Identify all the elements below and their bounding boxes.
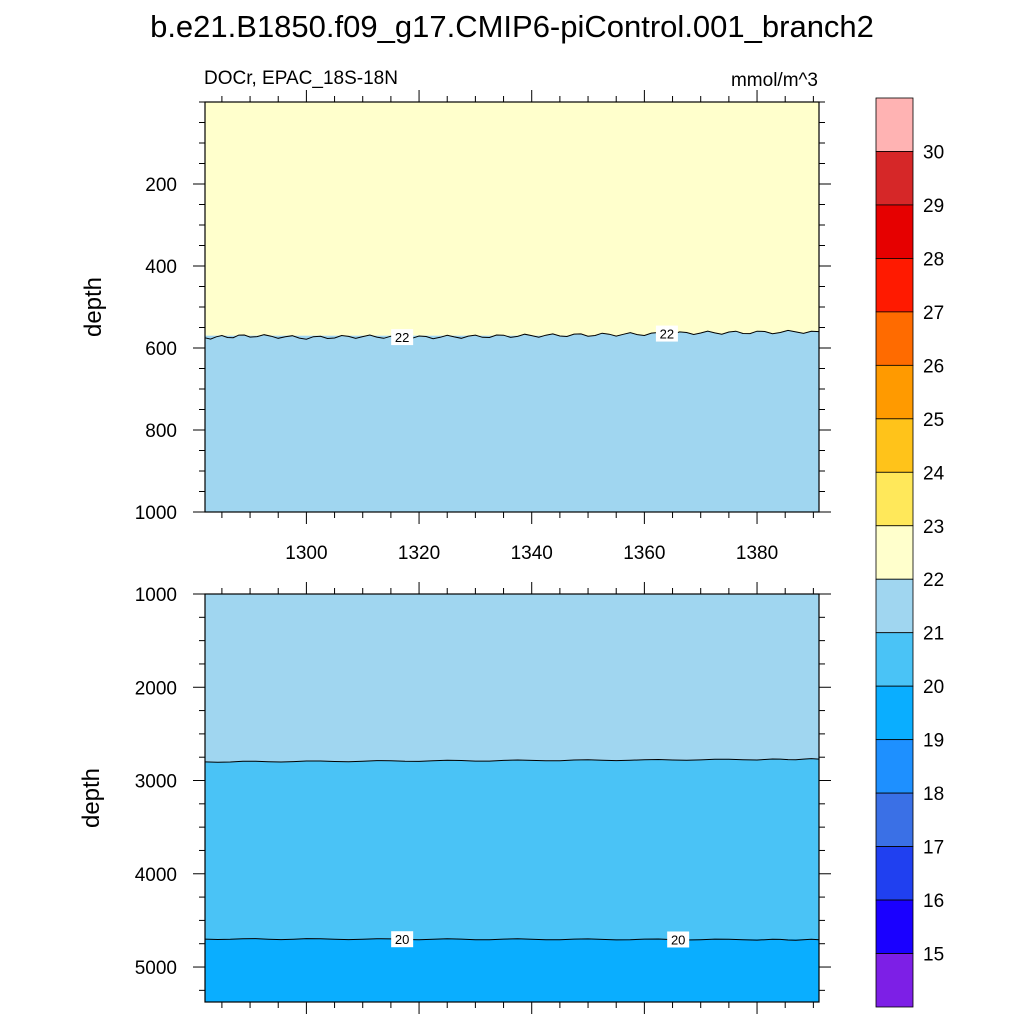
colorbar-label: 16 <box>923 891 944 912</box>
bottom-contour-label-text: 20 <box>671 932 685 947</box>
top-ylabel: depth <box>80 277 107 337</box>
bottom-ytick-label: 1000 <box>135 585 177 606</box>
top-ytick-label: 200 <box>145 175 177 196</box>
top-panel: 22 22 1300 1320 1340 1360 1380 200 400 600 800 1000 <box>135 90 831 564</box>
top-xtick-label: 1340 <box>511 543 553 564</box>
colorbar-label: 17 <box>923 838 944 859</box>
bottom-region-21-22 <box>205 594 819 762</box>
colorbar-label: 22 <box>923 570 944 591</box>
bottom-ytick-label: 5000 <box>135 958 177 979</box>
top-region-22-23 <box>205 102 819 336</box>
bottom-ytick-label: 2000 <box>135 678 177 699</box>
colorbar-box-5 <box>875 364 914 420</box>
bottom-frame <box>204 593 820 1003</box>
bottom-ytick-label: 3000 <box>135 772 177 793</box>
colorbar-box-3 <box>875 258 914 313</box>
colorbar-box-14 <box>875 846 914 901</box>
colorbar-box-11 <box>875 685 914 741</box>
top-contour-line-22 <box>204 329 820 340</box>
colorbar-box-12 <box>875 739 914 794</box>
colorbar-box-8 <box>875 525 914 580</box>
colorbar-label: 20 <box>923 677 944 698</box>
colorbar-box-7 <box>875 471 914 527</box>
bottom-panel: 20 20 1000 2000 3000 4000 5000 <box>135 582 831 1014</box>
colorbar-box-10 <box>875 632 914 687</box>
colorbar-label: 19 <box>923 731 944 752</box>
bottom-contour-line-20 <box>204 938 820 941</box>
top-ytick-label: 400 <box>145 257 177 278</box>
bottom-ylabel: depth <box>78 768 105 828</box>
colorbar-box-16 <box>875 953 914 1008</box>
top-contour-label-22-1: 22 <box>655 325 678 342</box>
bottom-contour-label-20-1: 20 <box>667 931 690 948</box>
colorbar-box-15 <box>875 899 914 954</box>
top-ytick-label: 600 <box>145 339 177 360</box>
colorbar-label: 28 <box>923 249 944 270</box>
colorbar-label: 29 <box>923 196 944 217</box>
left-string: DOCr, EPAC_18S-18N <box>204 68 398 89</box>
bottom-ytick-label: 4000 <box>135 865 177 886</box>
colorbar-label: 15 <box>923 945 944 966</box>
top-xtick-label: 1320 <box>398 543 440 564</box>
top-contour-label-text: 22 <box>660 327 674 342</box>
colorbar-box-13 <box>875 792 914 847</box>
bottom-contour-line-21 <box>204 758 820 763</box>
bottom-contour-fill-21 <box>205 758 819 819</box>
colorbar-label: 25 <box>923 410 944 431</box>
colorbar-label: 26 <box>923 356 944 377</box>
bottom-contour-fill-20 <box>205 938 819 999</box>
top-ytick-label: 800 <box>145 421 177 442</box>
colorbar-label: 23 <box>923 517 944 538</box>
colorbar-box-4 <box>875 311 914 366</box>
chart-title: b.e21.B1850.f09_g17.CMIP6-piControl.001_… <box>150 9 874 44</box>
colorbar-label: 30 <box>923 142 944 163</box>
colorbar: 30 29 28 27 26 25 24 23 22 21 20 19 18 17 16 15 <box>875 97 945 1008</box>
colorbar-box-1 <box>875 151 914 206</box>
colorbar-label: 21 <box>923 624 944 645</box>
top-xtick-label: 1300 <box>285 543 327 564</box>
colorbar-label: 27 <box>923 303 944 324</box>
top-xtick-label: 1360 <box>623 543 665 564</box>
colorbar-box-2 <box>875 204 914 259</box>
colorbar-box-6 <box>875 418 914 473</box>
top-ytick-label: 1000 <box>135 503 177 524</box>
bottom-contour-label-text: 20 <box>395 932 409 947</box>
top-contour-label-22-0: 22 <box>391 329 414 346</box>
colorbar-box-0 <box>875 97 914 152</box>
top-contour-fill-22 <box>205 330 819 391</box>
colorbar-box-9 <box>875 578 914 634</box>
colorbar-label: 18 <box>923 784 944 805</box>
top-xtick-label: 1380 <box>736 543 778 564</box>
top-contour-label-text: 22 <box>395 330 409 345</box>
bottom-contour-label-20-0: 20 <box>391 931 414 948</box>
colorbar-label: 24 <box>923 463 945 484</box>
units-string: mmol/m^3 <box>731 70 818 91</box>
